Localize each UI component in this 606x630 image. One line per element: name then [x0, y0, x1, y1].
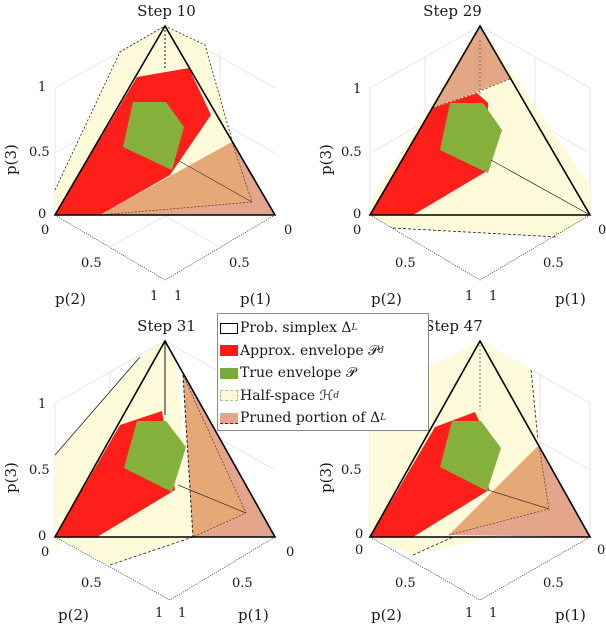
z-tick-0: 0 [355, 527, 364, 542]
p2-axis-label: p(2) [371, 606, 402, 624]
approx-swatch-icon [220, 345, 238, 357]
z-tick-0: 0 [38, 207, 47, 222]
p2-axis-label: p(2) [55, 290, 86, 308]
p2-tick-05: 0.5 [81, 256, 102, 271]
p2-axis-label: p(2) [371, 290, 402, 308]
p2-tick-0: 0 [41, 545, 50, 560]
true-envelope [440, 421, 501, 491]
p1-tick-0: 0 [597, 543, 606, 558]
p2-tick-0: 0 [41, 223, 50, 238]
legend-item-true-envelope: True envelope 𝒫 [220, 362, 426, 385]
p2-tick-1: 1 [155, 606, 164, 621]
panel-title: Step 29 [423, 2, 482, 20]
panel-step-29: Step 29 1 0.5 0 p(3) 0 0.5 1 1 0 [303, 0, 606, 315]
p1-tick-05: 0.5 [543, 576, 564, 591]
z-tick-1: 1 [38, 397, 47, 412]
z-tick-0: 0 [353, 207, 362, 222]
prob-simplex [368, 339, 592, 538]
true-envelope [123, 102, 184, 170]
true-envelope [440, 103, 502, 173]
p2-tick-05: 0.5 [81, 576, 102, 591]
z-axis-label: p(3) [2, 144, 20, 175]
z-tick-05: 0.5 [341, 463, 362, 478]
z-axis-label: p(3) [317, 144, 335, 175]
prob-simplex [53, 339, 277, 538]
z-tick-1: 1 [353, 82, 362, 97]
pruned-swatch-icon [220, 412, 238, 424]
panel-title: Step 10 [137, 2, 196, 20]
p2-tick-1: 1 [150, 289, 159, 304]
p1-tick-05: 0.5 [229, 256, 250, 271]
p1-tick-1: 1 [489, 289, 498, 304]
p2-tick-05: 0.5 [395, 576, 416, 591]
prob-simplex [53, 24, 277, 216]
p1-tick-05: 0.5 [543, 256, 564, 271]
p1-tick-05: 0.5 [232, 576, 253, 591]
simplex-plot [368, 24, 592, 281]
p1-tick-1: 1 [174, 289, 183, 304]
p2-tick-05: 0.5 [395, 256, 416, 271]
p2-tick-0: 0 [353, 223, 362, 238]
simplex-swatch-icon [220, 322, 238, 334]
panel-title: Step 47 [424, 317, 483, 335]
panel-step-31: Step 31 1 0.5 0 p(3) 0 [0, 315, 303, 630]
p1-axis-label: p(1) [240, 290, 271, 308]
prob-simplex [368, 24, 592, 216]
p1-tick-0: 0 [286, 545, 295, 560]
true-swatch-icon [220, 367, 238, 379]
p2-tick-0: 0 [355, 543, 364, 558]
z-tick-05: 0.5 [341, 145, 362, 160]
halfspace-swatch-icon [220, 390, 238, 402]
p1-tick-0: 0 [284, 223, 293, 238]
true-envelope [124, 421, 186, 492]
panel-title: Step 31 [137, 317, 196, 335]
p1-axis-label: p(1) [238, 606, 269, 624]
simplex-plot [53, 339, 277, 601]
simplex-plot [53, 24, 277, 281]
p1-tick-0: 0 [598, 223, 606, 238]
panel-step-10: Step 10 1 0.5 0 p( [0, 0, 303, 315]
p2-tick-1: 1 [465, 289, 474, 304]
p1-tick-1: 1 [178, 606, 187, 621]
p2-axis-label: p(2) [58, 606, 89, 624]
z-tick-1: 1 [38, 80, 47, 95]
p2-tick-1: 1 [465, 606, 474, 621]
z-axis-label: p(3) [317, 462, 335, 493]
p1-axis-label: p(1) [555, 290, 586, 308]
z-tick-0: 0 [38, 529, 47, 544]
z-axis-label: p(3) [2, 462, 20, 493]
z-tick-05: 0.5 [29, 145, 50, 160]
p1-tick-1: 1 [489, 606, 498, 621]
z-tick-05: 0.5 [29, 463, 50, 478]
axes-lines [54, 214, 276, 281]
p1-axis-label: p(1) [555, 606, 586, 624]
